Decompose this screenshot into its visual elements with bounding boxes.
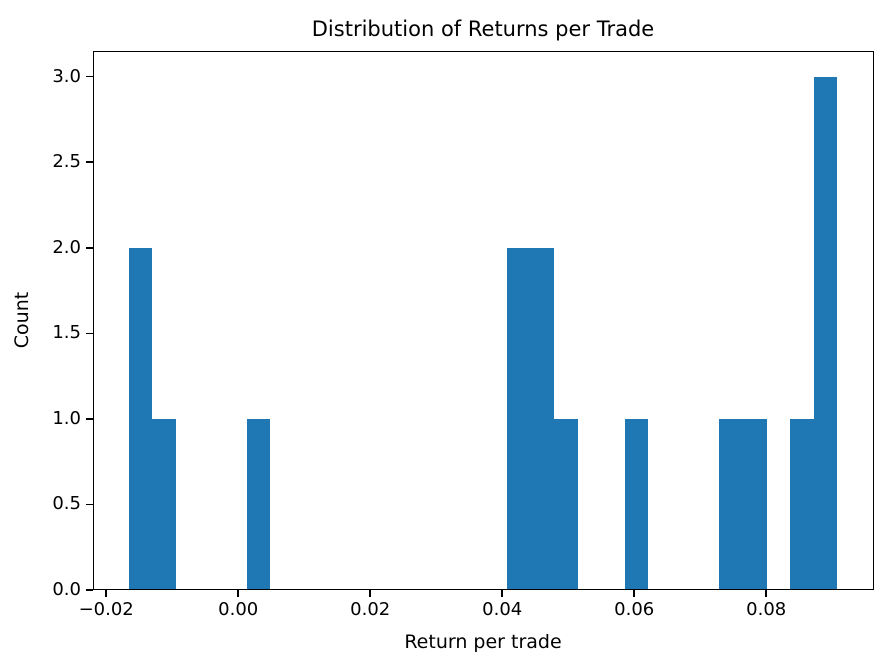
x-tick-label: 0.06 <box>614 599 655 620</box>
x-tick-label: −0.02 <box>78 599 134 620</box>
y-tick-label: 0.0 <box>52 579 81 600</box>
y-tick-label: 2.5 <box>52 151 81 173</box>
y-tick-mark <box>86 246 93 249</box>
histogram-bar <box>246 418 271 590</box>
y-tick-label: 3.0 <box>52 65 81 87</box>
histogram-bar <box>719 418 743 590</box>
histogram-bar <box>624 418 649 590</box>
x-tick-label: 0.08 <box>746 599 787 620</box>
y-tick-label: 1.5 <box>52 322 81 344</box>
x-axis-label: Return per trade <box>404 631 562 653</box>
y-tick-label: 0.5 <box>52 493 81 515</box>
histogram-bar <box>742 418 767 590</box>
x-tick-label: 0.04 <box>482 599 523 620</box>
histogram-bar <box>530 247 554 590</box>
y-tick-mark <box>86 332 93 335</box>
histogram-bar <box>128 247 153 590</box>
x-tick-label: 0.00 <box>218 599 259 620</box>
y-tick-label: 1.0 <box>52 407 81 429</box>
x-tick-mark <box>765 590 767 597</box>
y-tick-mark <box>86 161 93 163</box>
x-tick-mark <box>633 590 635 597</box>
y-tick-label: 2.0 <box>52 236 81 258</box>
y-tick-mark <box>86 503 93 506</box>
chart-title: Distribution of Returns per Trade <box>311 17 655 41</box>
x-tick-mark <box>369 590 371 597</box>
histogram-bar <box>152 418 176 590</box>
histogram-bar <box>506 247 531 590</box>
plot-area <box>93 51 874 590</box>
histogram-bar <box>790 418 814 590</box>
y-tick-mark <box>86 589 93 591</box>
y-tick-mark <box>86 418 93 420</box>
x-tick-mark <box>105 590 107 597</box>
x-tick-mark <box>501 590 503 597</box>
x-tick-mark <box>237 590 239 597</box>
x-tick-label: 0.02 <box>350 599 391 620</box>
histogram-bar <box>813 76 838 590</box>
histogram-bar <box>553 418 578 590</box>
y-tick-mark <box>86 75 93 78</box>
